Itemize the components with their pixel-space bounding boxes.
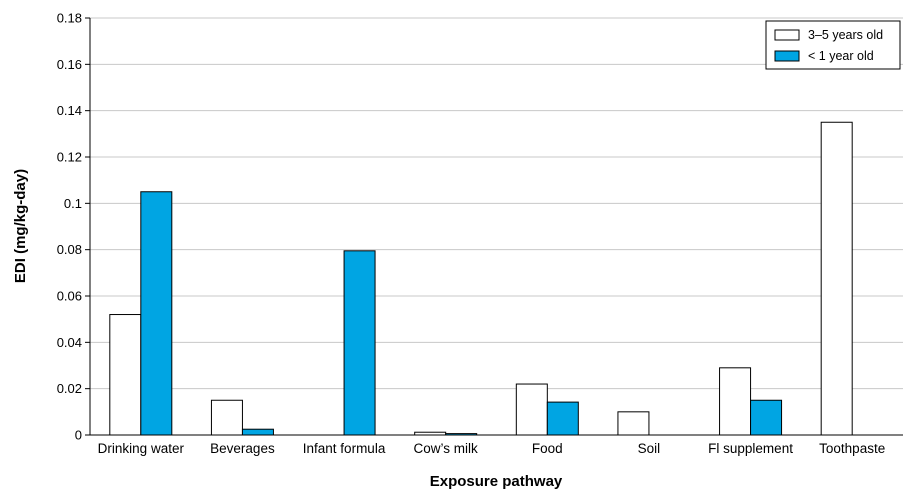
x-axis-title: Exposure pathway — [430, 473, 563, 490]
legend-label-series-2: < 1 year old — [808, 49, 874, 63]
x-category-label: Toothpaste — [819, 441, 885, 456]
bar-series-1-0 — [109, 314, 142, 436]
bar-series-2-0 — [140, 191, 173, 436]
bar-series-1-6 — [719, 367, 752, 436]
x-category-label: Cow’s milk — [414, 441, 479, 456]
y-tick-label: 0 — [75, 428, 82, 443]
x-category-label: Infant formula — [303, 441, 386, 456]
y-tick-label: 0.14 — [57, 103, 82, 118]
y-tick-label: 0.06 — [57, 289, 82, 304]
y-tick-label: 0.16 — [57, 57, 82, 72]
bar-series-1-1 — [210, 399, 243, 436]
bar-series-2-2 — [343, 250, 376, 436]
legend: 3–5 years old < 1 year old — [765, 20, 901, 70]
axes — [89, 18, 903, 436]
y-tick-label: 0.1 — [64, 196, 82, 211]
x-category-label: Soil — [638, 441, 661, 456]
grid-lines — [90, 17, 903, 390]
bar-series-2-6 — [750, 399, 783, 436]
y-tick-label: 0.18 — [57, 11, 82, 26]
x-category-label: Fl supplement — [708, 441, 793, 456]
x-category-labels: Drinking water Beverages Infant formula Cow… — [98, 441, 886, 456]
x-category-label: Food — [532, 441, 563, 456]
bar-series-1-7 — [820, 121, 853, 436]
bar-series-1-5 — [617, 411, 650, 436]
y-axis-title: EDI (mg/kg-day) — [12, 169, 29, 283]
y-tick-label: 0.12 — [57, 150, 82, 165]
bar-series-2-4 — [546, 401, 579, 436]
x-category-label: Drinking water — [98, 441, 185, 456]
y-tick-label: 0.08 — [57, 242, 82, 257]
y-tick-labels: 0 0.02 0.04 0.06 0.08 0.1 0.12 0.14 0.16 0.18 — [57, 11, 90, 443]
x-category-label: Beverages — [210, 441, 275, 456]
bars — [109, 121, 853, 436]
y-tick-label: 0.02 — [57, 381, 82, 396]
bar-series-1-4 — [515, 383, 548, 436]
legend-swatch-series-2 — [774, 50, 800, 62]
legend-label-series-1: 3–5 years old — [808, 28, 883, 42]
bar-series-2-1 — [241, 428, 274, 436]
y-tick-label: 0.04 — [57, 335, 82, 350]
legend-swatch-series-1 — [774, 29, 800, 41]
